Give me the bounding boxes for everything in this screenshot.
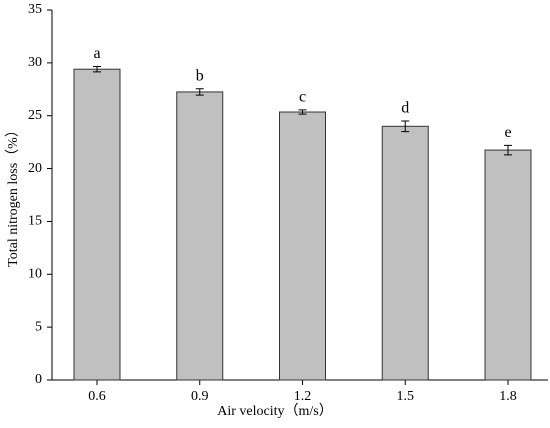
x-axis-label: Air velocity（m/s） [217,403,333,419]
y-tick-label: 5 [35,319,42,334]
y-tick-label: 25 [28,108,42,123]
error-bar [195,88,204,96]
bar [73,68,121,381]
y-tick-label: 20 [28,161,42,176]
significance-letter: e [504,124,511,141]
significance-letter: d [401,100,409,117]
significance-letter: c [299,89,306,106]
y-tick-label: 0 [35,372,42,387]
x-tick-label: 1.8 [499,389,517,404]
x-tick-label: 1.2 [294,389,312,404]
error-bar [298,109,307,115]
x-tick-label: 1.5 [397,389,415,404]
significance-letter: a [93,45,100,62]
error-bar [504,144,512,156]
y-tick-label: 10 [28,267,42,282]
error-bar [401,120,410,133]
significance-letter: b [196,67,204,84]
y-axis-label: Total nitrogen loss（%） [5,123,21,267]
bar [484,149,532,381]
x-tick-label: 0.9 [191,389,209,404]
bar [279,111,326,381]
error-bar [93,66,101,73]
bar [381,125,429,381]
bar [176,91,224,381]
y-tick-label: 30 [28,55,42,70]
y-tick-label: 35 [28,2,42,17]
x-tick-label: 0.6 [88,389,106,404]
y-tick-label: 15 [28,214,42,229]
